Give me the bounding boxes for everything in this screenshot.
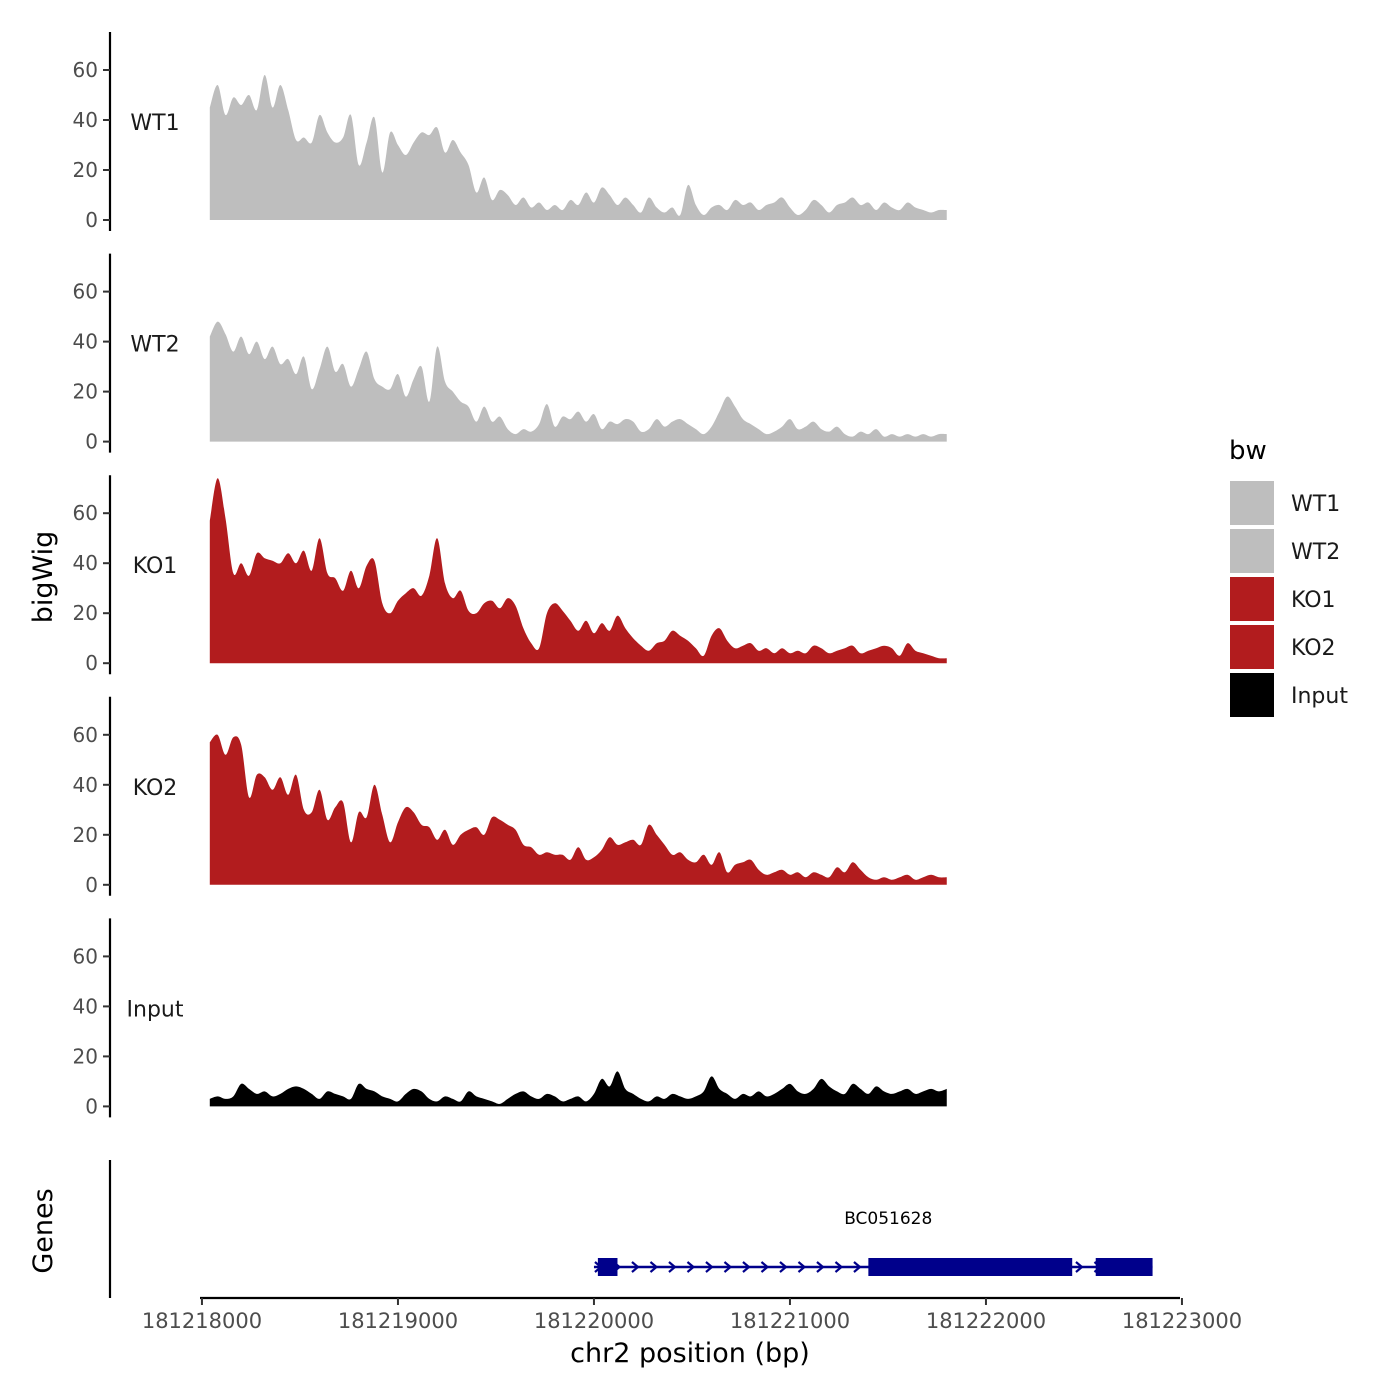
area-input: [209, 1071, 947, 1107]
y-tick-label: 20: [73, 823, 98, 847]
legend-label: Input: [1291, 684, 1348, 709]
gene-exon: [1095, 1258, 1153, 1276]
track-label-ko1: KO1: [133, 554, 178, 579]
x-tick-label: 181222000: [926, 1309, 1046, 1333]
legend: bw WT1 WT2 KO1 KO2 Input: [1228, 436, 1348, 719]
genes-track: BC051628: [108, 1160, 1153, 1298]
strand-arrow: [742, 1261, 751, 1273]
x-tick-label: 181223000: [1122, 1309, 1242, 1333]
track-label-ko2: KO2: [133, 776, 178, 801]
y-tick-label: 60: [73, 280, 98, 304]
genes-axis-title: Genes: [28, 1188, 59, 1273]
strand-arrow: [760, 1261, 770, 1273]
strand-arrow: [649, 1261, 659, 1273]
area-ko1: [209, 478, 947, 664]
gene-exon: [597, 1258, 618, 1276]
track-label-wt2: WT2: [130, 333, 179, 358]
x-axis-title: chr2 position (bp): [570, 1338, 810, 1369]
legend-entry-ko1: KO1: [1228, 575, 1336, 623]
y-tick-label: 20: [73, 158, 98, 182]
x-tick-label: 181220000: [534, 1309, 654, 1333]
strand-arrow: [705, 1261, 714, 1273]
strand-arrow: [686, 1261, 696, 1273]
y-tick-label: 60: [73, 58, 98, 82]
area-wt2: [209, 321, 947, 442]
legend-swatch: [1228, 575, 1276, 623]
area-ko2: [209, 734, 947, 885]
y-tick-label: 0: [85, 873, 98, 897]
legend-title: bw: [1229, 436, 1267, 466]
panel-ko1: 0 20 40 60 KO1: [73, 475, 947, 675]
y-tick-label: 0: [85, 430, 98, 454]
strand-arrow: [797, 1261, 807, 1273]
legend-label: WT2: [1291, 540, 1340, 565]
panel-ko2: 0 20 40 60 KO2: [73, 696, 947, 897]
legend-swatch: [1228, 671, 1276, 719]
y-tick-label: 0: [85, 651, 98, 675]
legend-label: KO1: [1291, 588, 1336, 613]
panel-input: 0 20 40 60 Input: [73, 918, 947, 1118]
legend-label: WT1: [1291, 492, 1340, 517]
y-tick-label: 60: [73, 723, 98, 747]
strand-arrow: [723, 1261, 733, 1273]
y-tick-label: 0: [85, 208, 98, 232]
legend-label: KO2: [1291, 636, 1336, 661]
y-tick-label: 60: [73, 944, 98, 968]
track-label-wt1: WT1: [130, 111, 179, 136]
y-tick-label: 20: [73, 1044, 98, 1068]
y-tick-label: 60: [73, 501, 98, 525]
legend-entry-input: Input: [1228, 671, 1348, 719]
y-tick-label: 40: [73, 994, 98, 1018]
y-tick-label: 40: [73, 108, 98, 132]
legend-entry-wt1: WT1: [1228, 479, 1340, 527]
area-wt1: [209, 74, 947, 220]
y-tick-label: 40: [73, 551, 98, 575]
gene-model: BC051628: [593, 1209, 1153, 1276]
x-tick-label: 181218000: [142, 1309, 262, 1333]
y-tick-label: 40: [73, 330, 98, 354]
track-panels: 0 20 40 60 WT1 0 20 40 60 WT2 0 20 40 60 KO1 0 20 40 60 KO2…: [73, 32, 947, 1118]
x-tick-label: 181221000: [730, 1309, 850, 1333]
legend-swatch: [1228, 623, 1276, 671]
gene-label: BC051628: [844, 1209, 932, 1229]
legend-entry-wt2: WT2: [1228, 527, 1340, 575]
strand-arrow: [1075, 1261, 1084, 1273]
strand-arrow: [834, 1261, 844, 1273]
legend-swatch: [1228, 527, 1276, 575]
y-tick-label: 0: [85, 1094, 98, 1118]
y-tick-label: 20: [73, 601, 98, 625]
y-tick-label: 40: [73, 773, 98, 797]
y-tick-label: 20: [73, 380, 98, 404]
legend-swatch: [1228, 479, 1276, 527]
strand-arrow: [779, 1261, 788, 1273]
gene-exon: [868, 1258, 1073, 1276]
x-tick-label: 181219000: [338, 1309, 458, 1333]
panel-wt1: 0 20 40 60 WT1: [73, 32, 947, 232]
y-axis-title: bigWig: [28, 531, 59, 624]
x-axis: 181218000 181219000 181220000 181221000 1812…: [142, 1296, 1242, 1333]
strand-arrow: [668, 1261, 677, 1273]
strand-arrow: [631, 1261, 640, 1273]
strand-arrow: [853, 1261, 862, 1273]
track-label-input: Input: [127, 997, 184, 1022]
strand-arrow: [816, 1261, 825, 1273]
legend-entry-ko2: KO2: [1228, 623, 1336, 671]
panel-wt2: 0 20 40 60 WT2: [73, 253, 947, 454]
